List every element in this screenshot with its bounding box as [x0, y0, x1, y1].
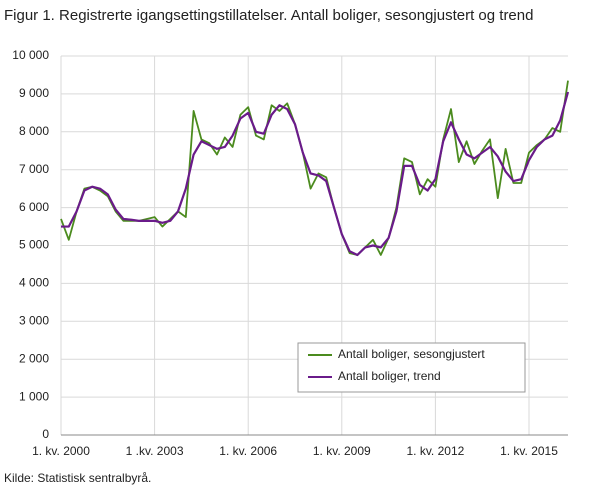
- y-tick-label: 2 000: [19, 351, 49, 365]
- y-tick-label: 7 000: [19, 162, 49, 176]
- y-tick-label: 9 000: [19, 86, 49, 100]
- line-series: [60, 80, 569, 256]
- x-tick-label: 1 .kv. 2003: [126, 444, 184, 458]
- x-tick-label: 1. kv. 2012: [406, 444, 464, 458]
- y-tick-label: 8 000: [19, 124, 49, 138]
- y-tick-label: 5 000: [19, 238, 49, 252]
- y-tick-label: 0: [42, 427, 49, 441]
- chart-title: Figur 1. Registrerte igangsettingstillat…: [4, 7, 533, 24]
- y-tick-label: 6 000: [19, 200, 49, 214]
- y-tick-label: 1 000: [19, 389, 49, 403]
- x-tick-label: 1. kv. 2006: [219, 444, 277, 458]
- y-tick-label: 3 000: [19, 313, 49, 327]
- y-tick-label: 10 000: [12, 48, 49, 62]
- line-series: [61, 91, 570, 257]
- legend-label: Antall boliger, trend: [338, 369, 441, 383]
- legend-box: [297, 342, 526, 393]
- x-tick-label: 1. kv. 2009: [313, 444, 371, 458]
- x-tick-label: 1. kv. 2000: [32, 444, 90, 458]
- y-tick-label: 4 000: [19, 276, 49, 290]
- source: Kilde: Statistisk sentralbyrå.: [4, 471, 151, 485]
- legend-label: Antall boliger, sesongjustert: [338, 347, 485, 361]
- x-tick-label: 1. kv. 2015: [500, 444, 558, 458]
